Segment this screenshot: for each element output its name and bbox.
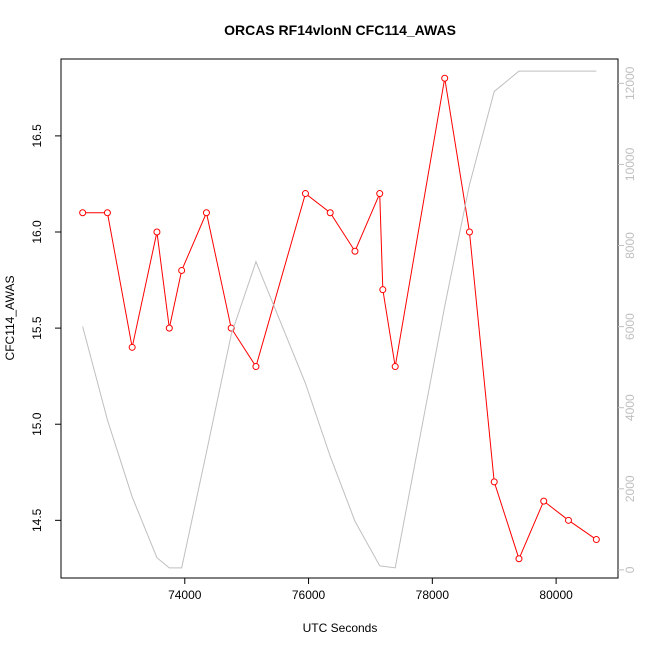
- data-point-11: [326, 209, 334, 217]
- y2-tick-label: 8000: [623, 232, 637, 259]
- data-point-4: [153, 228, 161, 236]
- y-tick-label: 14.5: [30, 508, 44, 532]
- data-point-7: [202, 209, 210, 217]
- chart-title: ORCAS RF14vlonN CFC114_AWAS: [224, 22, 456, 38]
- data-point-10: [301, 190, 309, 198]
- y2-tick-label: 12000: [623, 66, 637, 100]
- data-point-14: [379, 286, 387, 294]
- y-tick-label: 16.0: [30, 220, 44, 244]
- x-tick-label: 80000: [539, 588, 573, 602]
- data-point-13: [376, 190, 384, 198]
- y-tick-label: 15.0: [30, 412, 44, 436]
- x-axis-label: UTC Seconds: [303, 621, 378, 635]
- series-line-right-axis: [82, 70, 597, 569]
- y2-tick-label: 2000: [623, 475, 637, 502]
- data-point-6: [178, 266, 186, 274]
- data-point-16: [441, 74, 449, 82]
- x-tick-label: 76000: [292, 588, 326, 602]
- plot-frame: [60, 58, 619, 579]
- data-point-15: [391, 363, 399, 371]
- data-point-21: [564, 516, 572, 524]
- plot-area: 74000 76000 78000 8000014.515.015.516.016.5…: [30, 58, 637, 602]
- y-axis-label: CFC114_AWAS: [3, 276, 17, 361]
- data-point-18: [490, 478, 498, 486]
- data-point-5: [165, 324, 173, 332]
- x-tick-label: 74000: [168, 588, 202, 602]
- data-point-12: [351, 247, 359, 255]
- y2-tick-label: 4000: [623, 394, 637, 421]
- data-point-19: [515, 555, 523, 563]
- y2-tick-label: 0: [623, 566, 637, 573]
- data-point-22: [592, 536, 600, 544]
- data-point-9: [252, 363, 260, 371]
- data-point-2: [103, 209, 111, 217]
- data-point-1: [79, 209, 87, 217]
- y-tick-label: 16.5: [30, 124, 44, 148]
- series-line-left-axis: [82, 78, 597, 561]
- y2-tick-label: 10000: [623, 147, 637, 181]
- data-point-20: [540, 497, 548, 505]
- data-point-3: [128, 343, 136, 351]
- y2-tick-label: 6000: [623, 313, 637, 340]
- data-point-17: [465, 228, 473, 236]
- x-tick-label: 78000: [416, 588, 450, 602]
- y-tick-label: 15.5: [30, 316, 44, 340]
